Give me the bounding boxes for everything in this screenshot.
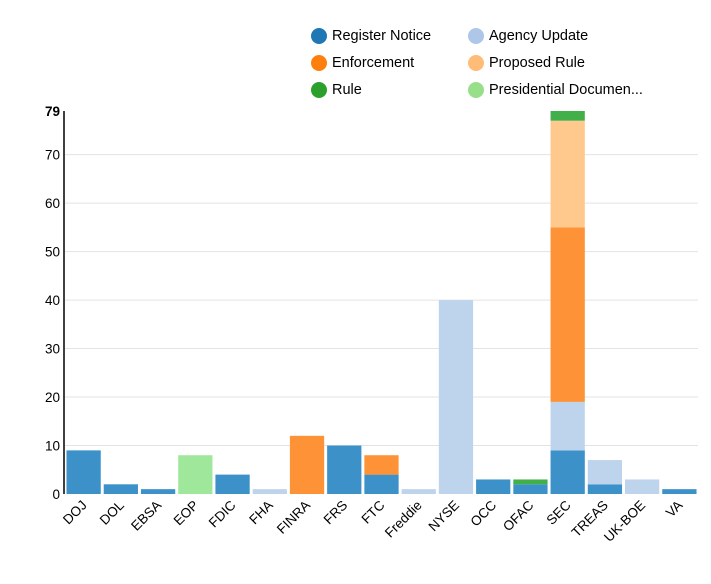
bar-nyse-agency-update [438, 300, 474, 494]
bar-fha-agency-update [252, 489, 287, 494]
x-tick-label: SEC [544, 497, 574, 527]
x-tick-label: VA [663, 498, 686, 521]
legend-swatch-icon [468, 55, 484, 71]
bar-ftc-enforcement [364, 455, 399, 475]
legend-item-rule[interactable]: Rule [311, 80, 362, 100]
x-tick-label: EBSA [128, 498, 164, 534]
legend-label: Agency Update [489, 28, 589, 44]
bar-va-register-notice [662, 489, 697, 494]
legend-swatch-icon [311, 55, 327, 71]
legend-item-enforcement[interactable]: Enforcement [311, 53, 414, 73]
x-tick-label: FINRA [274, 498, 313, 537]
y-tick-label: 30 [45, 342, 60, 357]
x-tick-label: FDIC [206, 497, 239, 530]
bar-treas-agency-update [587, 460, 623, 485]
x-tick-label: FTC [358, 497, 387, 526]
bar-treas-register-notice [587, 484, 623, 494]
x-tick-label: DOL [97, 497, 128, 528]
x-tick-label: NYSE [425, 498, 462, 535]
legend-label: Enforcement [332, 55, 415, 71]
legend-item-proposed-rule[interactable]: Proposed Rule [468, 53, 585, 73]
y-tick-label: 0 [52, 487, 60, 502]
bar-dol-register-notice [103, 484, 138, 494]
y-tick-label: 79 [45, 104, 60, 119]
x-tick-label: FHA [246, 498, 276, 528]
bar-sec-register-notice [550, 450, 585, 494]
x-tick-label: OCC [468, 497, 500, 529]
bar-eop-presidential-documen [178, 455, 213, 494]
y-tick-label: 20 [45, 390, 60, 405]
legend-label: Register Notice [332, 28, 432, 44]
legend-swatch-icon [468, 82, 484, 98]
bar-ofac-register-notice [513, 484, 548, 494]
y-tick-label: 10 [45, 439, 60, 454]
x-tick-label: UK-BOE [601, 498, 648, 545]
y-tick-label: 60 [45, 196, 60, 211]
bar-ofac-rule [513, 479, 548, 485]
bar-freddie-agency-update [401, 489, 436, 494]
legend-swatch-icon [311, 82, 327, 98]
bar-sec-agency-update [550, 401, 585, 451]
bar-ebsa-register-notice [140, 489, 176, 494]
x-tick-label: EOP [171, 498, 202, 529]
bar-sec-rule [550, 111, 585, 121]
bar-doj-register-notice [66, 450, 101, 494]
legend-item-agency-update[interactable]: Agency Update [468, 26, 588, 46]
bar-fdic-register-notice [215, 474, 250, 494]
legend-item-presidential-documen[interactable]: Presidential Documen... [468, 80, 643, 100]
bar-ftc-register-notice [364, 474, 399, 494]
bar-sec-enforcement [550, 227, 585, 402]
x-tick-label: OFAC [500, 497, 537, 534]
y-tick-label: 40 [45, 293, 60, 308]
bar-finra-enforcement [289, 435, 325, 494]
legend-item-register-notice[interactable]: Register Notice [311, 26, 431, 46]
legend-swatch-icon [311, 28, 327, 44]
legend-label: Rule [332, 82, 362, 98]
x-tick-label: FRS [321, 498, 351, 528]
y-tick-label: 70 [45, 148, 60, 163]
bar-uk-boe-agency-update [625, 479, 660, 494]
y-tick-label: 50 [45, 245, 60, 260]
bar-frs-register-notice [327, 445, 362, 494]
legend-label: Proposed Rule [489, 55, 585, 71]
legend-label: Presidential Documen... [489, 82, 643, 98]
legend-swatch-icon [468, 28, 484, 44]
x-tick-label: DOJ [60, 498, 90, 528]
bar-sec-proposed-rule [550, 120, 585, 228]
bar-occ-register-notice [476, 479, 511, 494]
x-tick-label: Freddie [382, 498, 425, 541]
